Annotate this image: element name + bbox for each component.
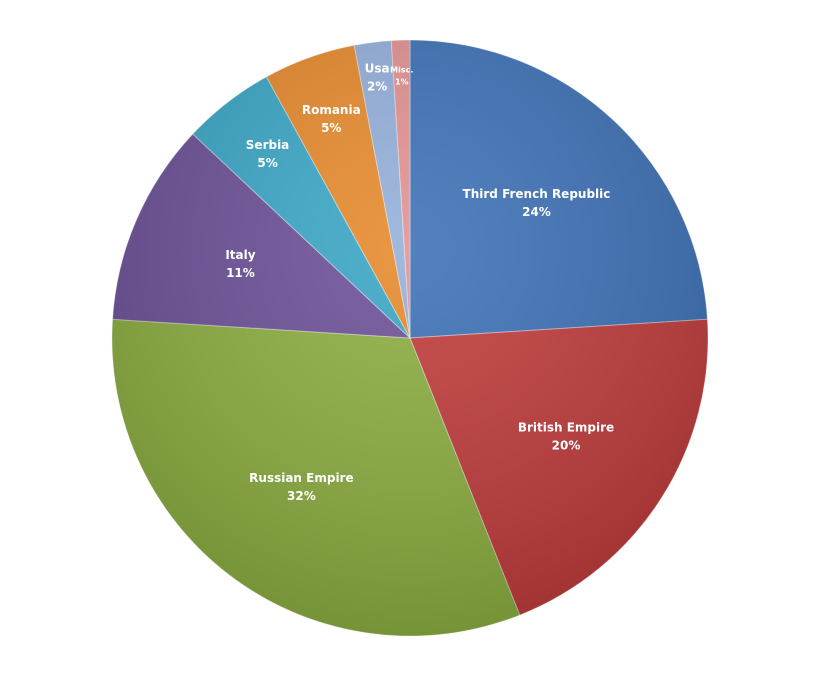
slice-label: Usa [365,61,390,75]
value-label: 5% [321,121,341,135]
value-label: 24% [522,205,551,219]
slice-label: Romania [302,103,361,117]
slice-label: Russian Empire [249,471,353,485]
value-label: 1% [395,77,409,86]
value-label: 5% [257,156,277,170]
slice-label: Misc. [390,65,413,74]
value-label: 11% [226,266,255,280]
pie [111,39,709,637]
value-label: 32% [287,489,316,503]
value-label: 2% [367,79,387,93]
slice-label: British Empire [518,420,614,434]
slice-label: Italy [225,248,255,262]
slice-label: Third French Republic [463,187,611,201]
slice-label: Serbia [246,138,290,152]
value-label: 20% [552,438,581,452]
